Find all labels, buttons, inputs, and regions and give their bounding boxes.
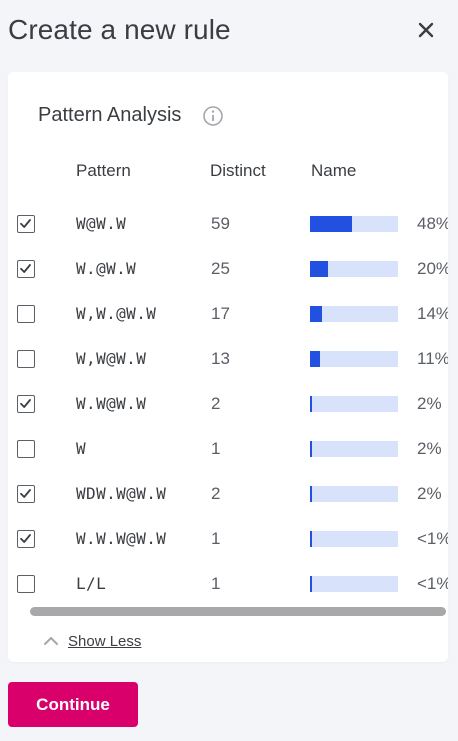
name-bar (310, 216, 398, 232)
distinct-cell: 1 (211, 529, 221, 548)
distinct-cell: 1 (211, 574, 221, 593)
name-bar-fill (310, 306, 323, 322)
name-bar (310, 351, 398, 367)
horizontal-scrollbar[interactable] (30, 607, 446, 616)
row-checkbox[interactable] (17, 575, 35, 593)
distinct-cell: 17 (211, 304, 230, 323)
table-row: W.W.W@W.W 1 <1% (8, 517, 448, 562)
dialog-title: Create a new rule (8, 14, 231, 45)
name-bar (310, 261, 398, 277)
row-checkbox[interactable] (17, 215, 35, 233)
distinct-cell: 2 (211, 394, 221, 413)
checkmark-icon (20, 264, 31, 273)
pattern-cell: WDW.W@W.W (76, 484, 167, 503)
table-row: W@W.W 59 48% (8, 202, 448, 247)
percent-cell: 2% (417, 394, 442, 413)
show-less-label: Show Less (68, 632, 142, 650)
name-bar-fill (310, 486, 313, 502)
distinct-cell: 1 (211, 439, 221, 458)
dialog-header: Create a new rule (0, 0, 458, 60)
show-less-link[interactable]: Show Less (42, 630, 141, 652)
name-bar (310, 441, 398, 457)
distinct-cell: 25 (211, 259, 230, 278)
percent-cell: 20% (417, 259, 448, 278)
percent-cell: 11% (417, 349, 448, 368)
name-bar-fill (310, 351, 320, 367)
chevron-up-icon (44, 637, 58, 645)
checkmark-icon (20, 399, 31, 408)
row-checkbox[interactable] (17, 485, 35, 503)
row-checkbox[interactable] (17, 440, 35, 458)
name-bar-fill (310, 576, 313, 592)
row-checkbox[interactable] (17, 350, 35, 368)
pattern-cell: W,W.@W.W (76, 304, 157, 323)
pattern-cell: W.W.W@W.W (76, 529, 167, 548)
table-row: W.W@W.W 2 2% (8, 382, 448, 427)
percent-cell: 2% (417, 439, 442, 458)
column-header-pattern: Pattern (76, 161, 131, 180)
row-checkbox[interactable] (17, 530, 35, 548)
distinct-cell: 13 (211, 349, 230, 368)
pattern-analysis-card: Pattern Analysis Pattern Distinct Name W… (8, 72, 448, 662)
distinct-cell: 2 (211, 484, 221, 503)
percent-cell: <1% (417, 529, 448, 548)
percent-cell: 48% (417, 214, 448, 233)
distinct-cell: 59 (211, 214, 230, 233)
name-bar (310, 576, 398, 592)
name-bar (310, 486, 398, 502)
name-bar-fill (310, 216, 353, 232)
pattern-cell: W,W@W.W (76, 349, 147, 368)
percent-cell: <1% (417, 574, 448, 593)
name-bar-fill (310, 396, 313, 412)
row-checkbox[interactable] (17, 395, 35, 413)
column-header-distinct: Distinct (210, 161, 266, 180)
info-icon[interactable] (202, 105, 224, 127)
pattern-cell: W.W@W.W (76, 394, 147, 413)
pattern-cell: W.@W.W (76, 259, 137, 278)
pattern-cell: W (76, 439, 87, 458)
table-row: W,W.@W.W 17 14% (8, 292, 448, 337)
name-bar-fill (310, 441, 313, 457)
name-bar (310, 306, 398, 322)
checkmark-icon (20, 219, 31, 228)
percent-cell: 14% (417, 304, 448, 323)
name-bar-fill (310, 261, 328, 277)
pattern-cell: W@W.W (76, 214, 127, 233)
percent-cell: 2% (417, 484, 442, 503)
table-row: WDW.W@W.W 2 2% (8, 472, 448, 517)
card-title: Pattern Analysis (38, 104, 182, 126)
pattern-cell: L/L (76, 574, 107, 593)
close-icon[interactable] (412, 16, 440, 44)
name-bar (310, 531, 398, 547)
checkmark-icon (20, 534, 31, 543)
table-row: W.@W.W 25 20% (8, 247, 448, 292)
pattern-table: W@W.W 59 48% W.@W.W 25 20% W,W.@W.W 17 1… (8, 202, 448, 607)
name-bar (310, 396, 398, 412)
row-checkbox[interactable] (17, 260, 35, 278)
checkmark-icon (20, 489, 31, 498)
table-row: L/L 1 <1% (8, 562, 448, 607)
name-bar-fill (310, 531, 313, 547)
continue-button[interactable]: Continue (8, 682, 138, 727)
row-checkbox[interactable] (17, 305, 35, 323)
column-header-name: Name (311, 161, 357, 180)
table-row: W,W@W.W 13 11% (8, 337, 448, 382)
table-row: W 1 2% (8, 427, 448, 472)
